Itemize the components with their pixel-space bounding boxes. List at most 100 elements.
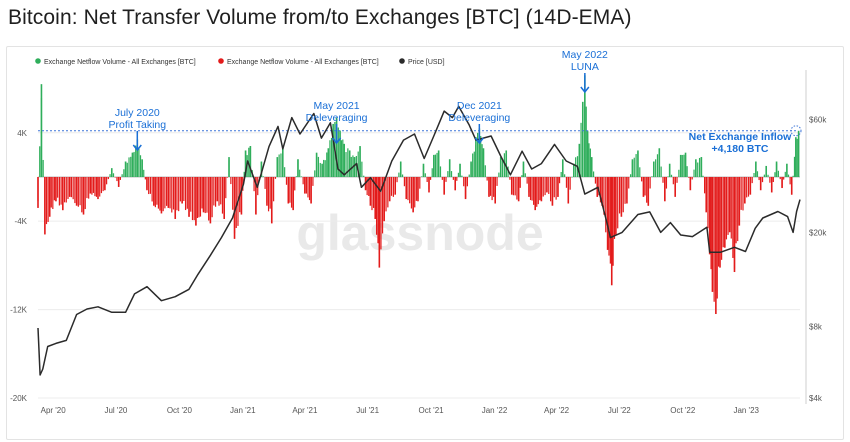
netflow-bar [533,176,535,205]
netflow-bar [519,176,521,188]
netflow-bar [445,176,447,182]
netflow-bar [679,154,682,177]
netflow-bar [464,176,467,200]
netflow-bar [347,148,349,177]
netflow-bar [47,176,49,222]
netflow-bar [42,159,44,177]
netflow-bar [112,173,115,177]
netflow-bar [448,159,451,177]
netflow-bar [121,174,123,177]
netflow-bar [188,176,190,217]
netflow-bar [157,176,160,209]
legend-marker [218,58,224,64]
netflow-bar [524,173,526,177]
netflow-bar [350,156,352,177]
netflow-bar [380,176,382,250]
netflow-bar [198,176,200,218]
netflow-bar [635,154,637,177]
netflow-bar [174,176,177,219]
netflow-bar [156,176,158,205]
netflow-bar [454,176,457,191]
netflow-bar [461,175,463,177]
netflow-bar [683,154,685,177]
netflow-bar [447,171,449,177]
x-tick-label: Jan '21 [230,406,256,415]
netflow-bar [102,176,104,192]
y-right-tick-label: $4k [809,394,823,403]
netflow-bar [208,176,210,221]
netflow-bar [264,176,266,189]
netflow-bar [478,128,481,177]
netflow-bar [329,140,331,177]
annotation-label: Net Exchange Inflow [689,131,793,143]
netflow-bar [631,159,634,177]
netflow-bar [463,176,465,187]
netflow-bar [164,176,166,209]
legend-marker [35,58,41,64]
y-right-tick-label: $60k [809,115,827,124]
netflow-bar [153,176,155,206]
netflow-bar [99,176,101,197]
netflow-bar [319,162,321,177]
netflow-bar [67,176,69,199]
netflow-bar [209,176,212,224]
netflow-bar [77,176,79,207]
netflow-bar [244,150,247,177]
netflow-bar [697,162,699,177]
netflow-bar [639,167,641,177]
netflow-bar [40,84,43,177]
netflow-bar [707,176,709,229]
netflow-bar [517,176,520,202]
netflow-bar [759,176,762,191]
netflow-bar [375,176,378,235]
netflow-bar [758,176,760,181]
netflow-bar [689,176,692,191]
netflow-bar [468,174,470,177]
netflow-bar [590,157,593,177]
netflow-bar [428,176,430,193]
netflow-bar [269,176,271,209]
annotation-arrow-head [332,137,342,145]
netflow-bar [499,157,502,177]
netflow-bar [470,161,472,177]
netflow-bar [730,176,732,239]
netflow-bar [742,176,744,211]
netflow-bar [681,154,683,177]
annotation-arrow-head [132,144,142,152]
netflow-bar [534,176,536,211]
netflow-bar [377,176,379,244]
netflow-bar [143,169,145,177]
netflow-bar [335,117,338,177]
y-left-tick-label: -20K [10,394,28,403]
netflow-bar [655,159,657,177]
netflow-bar [110,168,113,177]
netflow-bar [605,176,607,233]
netflow-bar [732,176,734,258]
netflow-bar [546,176,548,193]
netflow-bar [201,176,203,209]
netflow-bar [144,176,146,180]
netflow-bar [656,154,659,177]
netflow-bar [398,172,400,177]
netflow-bar [609,176,611,264]
netflow-bar [355,155,357,177]
netflow-bar [702,175,704,177]
netflow-bar [765,165,768,177]
netflow-bar [498,172,500,177]
netflow-bar [526,176,528,184]
netflow-bar [575,157,577,177]
netflow-bar [414,176,416,208]
netflow-bar [772,176,774,183]
netflow-bar [235,176,237,229]
netflow-bar [763,174,765,177]
netflow-bar [190,176,192,212]
netflow-bar [126,162,128,177]
netflow-bar [660,166,662,177]
y-left-tick-label: -12K [10,306,28,315]
netflow-bar [792,175,794,177]
netflow-bar [368,176,370,196]
netflow-bar [457,172,460,177]
netflow-bar [162,176,164,212]
netflow-bar [154,176,156,208]
netflow-bar [553,176,555,198]
